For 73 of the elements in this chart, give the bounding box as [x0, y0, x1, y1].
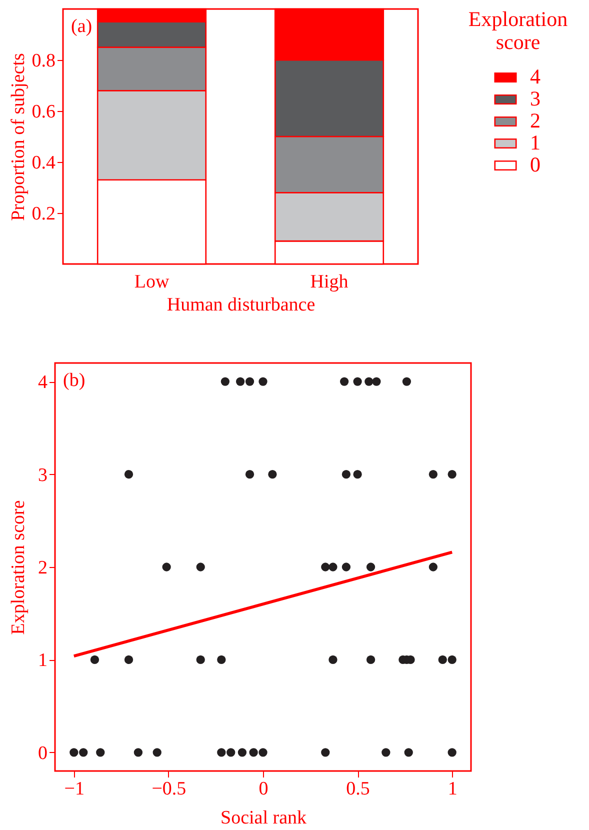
point [342, 470, 351, 479]
point [353, 377, 362, 386]
point [134, 748, 143, 757]
y-axis-title: Exploration score [8, 500, 29, 635]
legend-label: 2 [530, 108, 540, 132]
point [96, 748, 105, 757]
point [448, 470, 456, 479]
x-axis-title: Human disturbance [166, 294, 316, 316]
point [268, 470, 277, 479]
point [438, 655, 447, 664]
point [196, 655, 205, 664]
legend-label: 1 [530, 130, 540, 154]
point [217, 655, 226, 664]
point [321, 748, 330, 757]
point [340, 377, 349, 386]
point [342, 562, 351, 572]
y-tick-label: 0 [38, 742, 48, 764]
point [321, 562, 330, 572]
legend-label: 0 [530, 152, 540, 176]
x-tick-label: Low [134, 272, 170, 292]
point [353, 470, 362, 479]
point [402, 377, 412, 386]
x-tick-label: 1 [448, 778, 458, 800]
point [70, 748, 78, 757]
x-tick-label: High [310, 272, 349, 292]
point [196, 562, 205, 572]
x-tick-label: −0.5 [152, 778, 186, 800]
point [162, 562, 171, 572]
y-tick-label: 3 [38, 464, 48, 486]
y-tick-label: 4 [38, 372, 48, 394]
point [245, 377, 254, 386]
point [364, 377, 374, 386]
y-axis-title: Proportion of subjects [8, 53, 29, 221]
point [328, 562, 338, 572]
legend-title: Exploration score [468, 7, 568, 54]
point [124, 470, 134, 479]
y-tick-label: 0.4 [32, 152, 56, 174]
point [372, 377, 381, 386]
point [152, 748, 162, 757]
point [404, 748, 413, 757]
point [366, 562, 376, 572]
x-tick-label: 0 [258, 778, 268, 800]
legend-label: 3 [530, 86, 540, 110]
annotation: (a) [71, 16, 92, 37]
point [258, 377, 268, 386]
point [90, 655, 100, 664]
y-tick-label: 0.8 [32, 50, 56, 72]
point [258, 748, 268, 757]
point [382, 748, 390, 757]
point [236, 377, 245, 386]
x-tick-label: 0.5 [346, 778, 370, 800]
point [428, 562, 438, 572]
y-tick-label: 0.6 [32, 102, 56, 122]
point [238, 748, 247, 757]
point [366, 655, 376, 664]
y-tick-label: 1 [38, 650, 48, 672]
point [245, 470, 254, 479]
x-axis-title: Social rank [220, 808, 307, 828]
y-tick-label: 2 [38, 558, 48, 578]
x-tick-label: −1 [64, 778, 85, 800]
point [226, 748, 236, 757]
point [220, 377, 230, 386]
point [428, 470, 438, 479]
legend-label: 4 [530, 64, 541, 88]
point [328, 655, 338, 664]
point [448, 748, 456, 757]
annotation: (b) [63, 370, 86, 391]
point [217, 748, 226, 757]
point [79, 748, 88, 757]
point [249, 748, 258, 757]
point [124, 655, 134, 664]
y-tick-label: 0.2 [32, 204, 56, 224]
point [448, 655, 456, 664]
